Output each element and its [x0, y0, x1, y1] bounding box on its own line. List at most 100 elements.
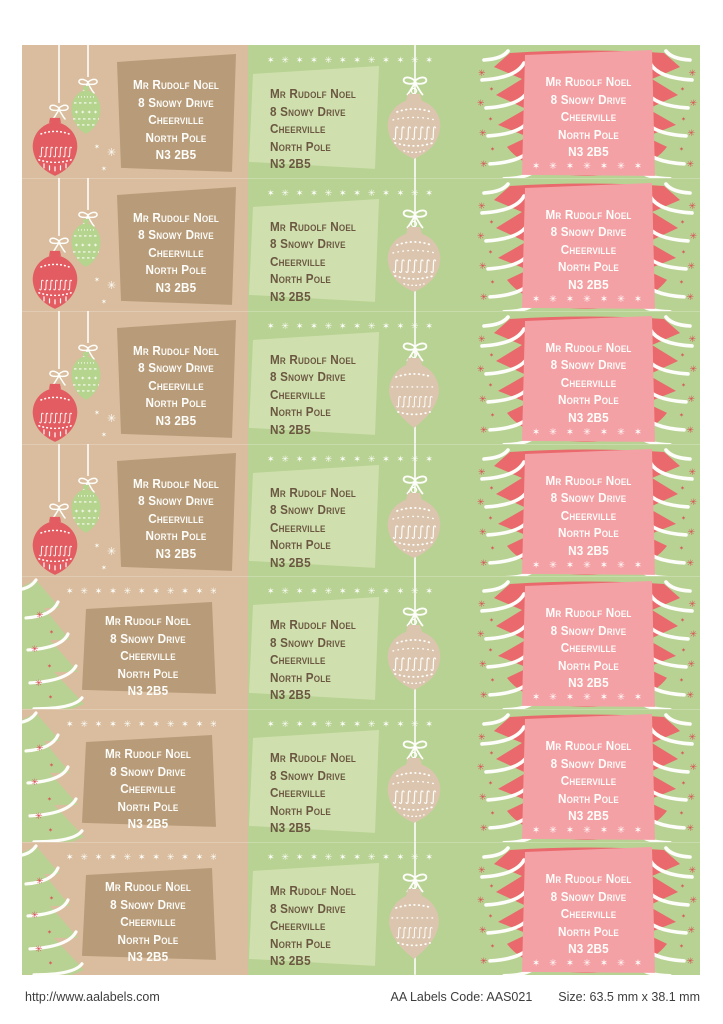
- snowflake-icon: ✶: [94, 409, 100, 417]
- address-line: North Pole: [558, 923, 619, 939]
- address-block: Mr Rudolf Noel 8 Snowy Drive Cheerville …: [125, 342, 228, 430]
- address-panel: [117, 319, 236, 438]
- asterisk-row: ✶ ✳ ✶ ✳ ✶ ✳ ✶: [532, 426, 645, 438]
- address-line: Mr Rudolf Noel: [545, 339, 632, 355]
- asterisk-row: ✶ ✳ ✶ ✳ ✶ ✳ ✶: [532, 559, 645, 571]
- address-block: Mr Rudolf Noel 8 Snowy Drive Cheerville …: [270, 85, 371, 173]
- address-line: North Pole: [145, 262, 207, 278]
- address-line: Cheerville: [560, 507, 617, 523]
- address-label: ✶ ✳ ✶ ✶ ✳ ✶ ✶ ✳ ✶ ✶ ✳ ✶ Mr Rudolf Noel 8…: [248, 576, 474, 710]
- address-line: North Pole: [270, 537, 331, 553]
- address-line: North Pole: [145, 528, 207, 544]
- asterisk-row: ✶ ✳ ✶ ✳ ✶ ✳ ✶: [532, 825, 645, 837]
- address-line: Cheerville: [560, 640, 617, 656]
- address-line: Mr Rudolf Noel: [545, 472, 632, 488]
- address-line: North Pole: [117, 665, 179, 681]
- address-label: Mr Rudolf Noel 8 Snowy Drive Cheerville …: [474, 709, 700, 843]
- address-label: Mr Rudolf Noel 8 Snowy Drive Cheerville …: [474, 444, 700, 577]
- asterisk-row: ✶ ✳ ✶ ✳ ✶ ✳ ✶: [532, 293, 645, 305]
- address-line: Mr Rudolf Noel: [545, 206, 632, 222]
- address-line: N3 2B5: [568, 808, 609, 824]
- column-right: Mr Rudolf Noel 8 Snowy Drive Cheerville …: [474, 45, 700, 976]
- address-label: ✶ ✳ ✶ Mr Rudolf Noel 8 Snowy Drive Cheer…: [22, 177, 248, 311]
- address-line: 8 Snowy Drive: [550, 888, 627, 904]
- address-label: ✶ ✳ ✶ ✶ ✳ ✶ ✶ ✳ ✶ ✶ ✳ ✶ Mr Rudolf Noel 8…: [22, 576, 248, 710]
- address-panel: [522, 182, 655, 309]
- asterisk-row: ✶ ✳ ✶ ✶ ✳ ✶ ✶ ✳ ✶ ✶ ✳ ✶: [66, 853, 216, 864]
- address-panel: [117, 186, 236, 305]
- address-line: 8 Snowy Drive: [550, 490, 627, 506]
- address-line: N3 2B5: [127, 949, 169, 965]
- address-line: Cheerville: [148, 510, 204, 526]
- address-label: ✶ ✳ ✶ Mr Rudolf Noel 8 Snowy Drive Cheer…: [22, 310, 248, 444]
- address-block: Mr Rudolf Noel 8 Snowy Drive Cheerville …: [529, 737, 649, 825]
- address-block: Mr Rudolf Noel 8 Snowy Drive Cheerville …: [270, 351, 371, 439]
- address-label: ✶ ✳ ✶ ✶ ✳ ✶ ✶ ✳ ✶ ✶ ✳ ✶ Mr Rudolf Noel 8…: [22, 709, 248, 843]
- address-label: Mr Rudolf Noel 8 Snowy Drive Cheerville …: [474, 576, 700, 710]
- address-label: Mr Rudolf Noel 8 Snowy Drive Cheerville …: [474, 311, 700, 444]
- address-line: 8 Snowy Drive: [270, 236, 346, 252]
- address-line: 8 Snowy Drive: [270, 900, 346, 916]
- address-line: 8 Snowy Drive: [110, 896, 186, 912]
- address-line: North Pole: [558, 259, 619, 275]
- address-label: Mr Rudolf Noel 8 Snowy Drive Cheerville …: [474, 45, 700, 178]
- address-line: N3 2B5: [270, 953, 311, 969]
- address-line: North Pole: [270, 138, 331, 154]
- address-line: Cheerville: [560, 773, 617, 789]
- address-panel: [117, 53, 236, 172]
- address-panel: [522, 847, 655, 974]
- address-block: Mr Rudolf Noel 8 Snowy Drive Cheerville …: [529, 604, 649, 692]
- address-line: Mr Rudolf Noel: [545, 74, 632, 89]
- snowflake-icon: ✶: [101, 298, 107, 306]
- address-line: North Pole: [117, 798, 179, 814]
- address-line: Mr Rudolf Noel: [270, 351, 357, 367]
- address-line: 8 Snowy Drive: [550, 357, 627, 373]
- address-label: ✶ ✳ ✶ ✶ ✳ ✶ ✶ ✳ ✶ ✶ ✳ ✶ Mr Rudolf Noel 8…: [248, 443, 474, 577]
- footer-right: AA Labels Code: AAS021 Size: 63.5 mm x 38…: [391, 990, 701, 1004]
- snowflake-icon: ✳: [107, 146, 116, 159]
- address-panel: [522, 448, 655, 575]
- asterisk-row: ✶ ✳ ✶ ✳ ✶ ✳ ✶: [532, 958, 645, 970]
- address-line: Cheerville: [270, 519, 326, 535]
- address-line: Mr Rudolf Noel: [132, 342, 220, 358]
- address-line: Cheerville: [560, 906, 617, 922]
- address-label: ✶ ✳ ✶ ✶ ✳ ✶ ✶ ✳ ✶ ✶ ✳ ✶ Mr Rudolf Noel 8…: [248, 177, 474, 311]
- address-line: 8 Snowy Drive: [270, 634, 346, 650]
- address-label: ✶ ✳ ✶ ✶ ✳ ✶ ✶ ✳ ✶ ✶ ✳ ✶ Mr Rudolf Noel 8…: [248, 842, 474, 976]
- address-block: Mr Rudolf Noel 8 Snowy Drive Cheerville …: [270, 484, 371, 572]
- address-line: 8 Snowy Drive: [270, 103, 346, 119]
- address-panel: [522, 714, 655, 841]
- address-line: Mr Rudolf Noel: [545, 605, 632, 621]
- address-panel: [522, 315, 655, 442]
- address-block: Mr Rudolf Noel 8 Snowy Drive Cheerville …: [125, 76, 228, 164]
- address-line: Mr Rudolf Noel: [270, 617, 357, 633]
- snowflake-icon: ✶: [101, 563, 107, 571]
- address-panel: [249, 198, 379, 302]
- address-line: Mr Rudolf Noel: [270, 86, 357, 101]
- address-line: North Pole: [558, 392, 619, 408]
- address-line: 8 Snowy Drive: [550, 755, 627, 771]
- address-line: Mr Rudolf Noel: [545, 738, 632, 754]
- column-middle: ✶ ✳ ✶ ✶ ✳ ✶ ✶ ✳ ✶ ✶ ✳ ✶ Mr Rudolf Noel 8…: [248, 45, 474, 976]
- address-panel: [522, 581, 655, 708]
- address-line: N3 2B5: [155, 147, 197, 162]
- address-line: Mr Rudolf Noel: [132, 209, 220, 225]
- address-line: 8 Snowy Drive: [138, 227, 214, 243]
- snowflake-icon: ✶: [101, 165, 107, 173]
- snowflake-icon: ✶: [94, 541, 100, 549]
- address-line: Cheerville: [148, 377, 204, 393]
- address-line: N3 2B5: [568, 144, 609, 159]
- footer: http://www.aalabels.com AA Labels Code: …: [25, 990, 700, 1004]
- address-line: N3 2B5: [568, 941, 609, 957]
- address-block: Mr Rudolf Noel 8 Snowy Drive Cheerville …: [529, 472, 649, 560]
- address-line: Mr Rudolf Noel: [132, 77, 220, 92]
- address-line: Mr Rudolf Noel: [270, 750, 357, 766]
- address-line: N3 2B5: [155, 545, 197, 561]
- address-panel: [249, 65, 379, 169]
- address-line: 8 Snowy Drive: [110, 630, 186, 646]
- column-left: ✶ ✳ ✶ Mr Rudolf Noel 8 Snowy Drive Cheer…: [22, 45, 248, 976]
- address-panel: [82, 602, 216, 695]
- address-line: 8 Snowy Drive: [110, 763, 186, 779]
- address-panel: [249, 597, 379, 701]
- address-line: Cheerville: [120, 648, 176, 664]
